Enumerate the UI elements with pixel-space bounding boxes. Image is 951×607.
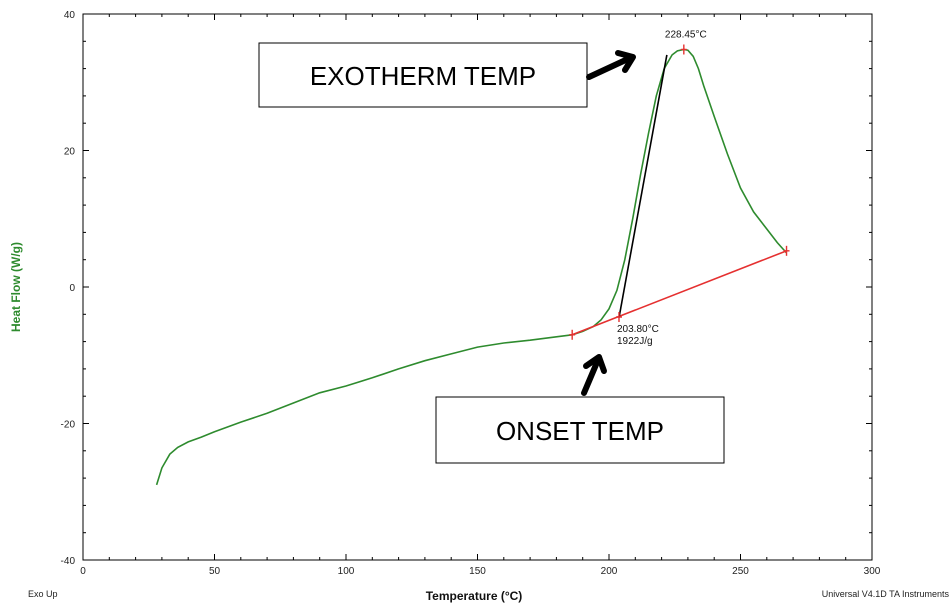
cursor-markers [569, 44, 790, 340]
onset-tangent-line [618, 54, 668, 318]
y-axis-title: Heat Flow (W/g) [9, 242, 23, 332]
y-tick-label: 0 [69, 283, 75, 294]
exotherm-callout-box [258, 42, 588, 108]
x-tick-label: 300 [864, 566, 881, 577]
exotherm-callout-text: EXOTHERM TEMP [310, 61, 536, 91]
onset-callout-box [435, 396, 725, 464]
cursor-marker [680, 44, 687, 55]
y-tick-label: 40 [64, 10, 76, 21]
exo-up-label: Exo Up [28, 589, 58, 599]
onset-arrow [581, 354, 607, 396]
onset-callout: ONSET TEMP [435, 396, 725, 464]
x-tick-label: 100 [338, 566, 355, 577]
x-axis-title: Temperature (°C) [426, 589, 523, 603]
software-version-label: Universal V4.1D TA Instruments [822, 589, 950, 599]
onset-callout-text: ONSET TEMP [496, 416, 664, 446]
x-tick-label: 150 [469, 566, 486, 577]
cursor-marker [783, 245, 790, 256]
y-tick-label: -20 [61, 420, 76, 431]
exotherm-arrow [586, 50, 636, 80]
cursor-marker [615, 312, 622, 323]
peak-temperature-label: 228.45°C [665, 29, 707, 40]
enthalpy-label: 1922J/g [617, 336, 653, 347]
y-axis-ticks: 40 20 0 -20 -40 [61, 10, 872, 567]
x-tick-label: 250 [732, 566, 749, 577]
cursor-marker [569, 329, 576, 340]
y-tick-label: 20 [64, 147, 76, 158]
y-tick-label: -40 [61, 556, 76, 567]
x-axis-ticks: 0 50 100 150 200 250 300 [80, 14, 881, 577]
integration-baseline [571, 250, 787, 336]
heat-flow-curve [155, 48, 788, 486]
x-tick-label: 50 [209, 566, 221, 577]
onset-temperature-label: 203.80°C [617, 324, 659, 335]
exotherm-callout: EXOTHERM TEMP [258, 42, 588, 108]
x-tick-label: 200 [601, 566, 618, 577]
x-tick-label: 0 [80, 566, 86, 577]
